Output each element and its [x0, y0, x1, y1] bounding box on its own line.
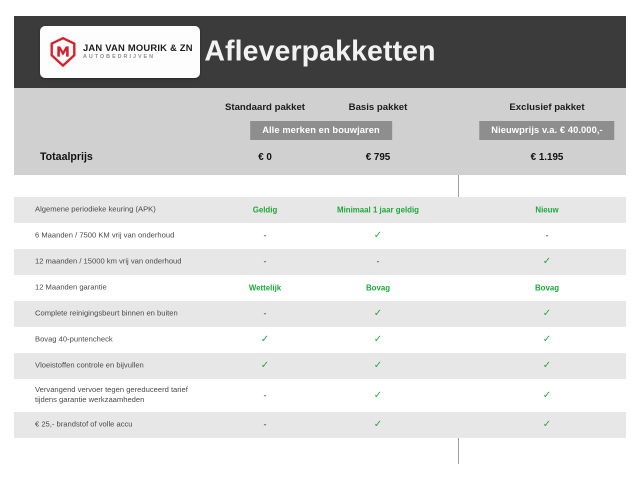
row-value-standaard: - [263, 390, 267, 400]
badge-nieuwprijs: Nieuwprijs v.a. € 40.000,- [479, 121, 615, 140]
table-footer-spacer [14, 438, 626, 468]
table-row: Bovag 40-puntencheck ✓ ✓ ✓ [14, 327, 626, 353]
row-label: Bovag 40-puntencheck [35, 334, 113, 344]
table-row: Complete reinigingsbeurt binnen en buite… [14, 301, 626, 327]
row-value-standaard: Wettelijk [248, 283, 282, 293]
company-logo[interactable]: JAN VAN MOURIK & ZN AUTOBEDRIJVEN [40, 26, 200, 78]
row-value-exclusief: - [545, 230, 549, 241]
row-label: Vervangend vervoer tegen gereduceerd tar… [35, 384, 188, 405]
package-comparison-table: Standaard pakket Basis pakket Exclusief … [14, 88, 626, 468]
total-price-exclusief: € 1.195 [530, 152, 564, 163]
row-value-exclusief: ✓ [542, 419, 552, 430]
total-price-basis: € 795 [365, 152, 391, 163]
row-label: 12 Maanden garantie [35, 282, 107, 292]
table-row: Algemene periodieke keuring (APK) Geldig… [14, 197, 626, 223]
row-value-exclusief: ✓ [542, 360, 552, 371]
row-value-standaard: ✓ [260, 360, 270, 371]
row-value-standaard: - [263, 230, 267, 241]
logo-wordmark: JAN VAN MOURIK & ZN AUTOBEDRIJVEN [83, 43, 193, 60]
row-value-standaard: Geldig [252, 205, 278, 215]
column-header-standaard: Standaard pakket [225, 102, 305, 113]
table-header-band: Standaard pakket Basis pakket Exclusief … [14, 88, 626, 175]
logo-company-name: JAN VAN MOURIK & ZN [83, 42, 193, 54]
column-header-basis: Basis pakket [348, 102, 408, 113]
row-value-basis: ✓ [373, 360, 383, 371]
table-row: € 25,- brandstof of volle accu - ✓ ✓ [14, 412, 626, 438]
header-body-spacer [14, 175, 626, 197]
row-value-basis: Bovag [365, 283, 391, 293]
table-row: Vloeistoffen controle en bijvullen ✓ ✓ ✓ [14, 353, 626, 379]
row-label: 6 Maanden / 7500 KM vrij van onderhoud [35, 230, 175, 240]
row-value-standaard: ✓ [260, 334, 270, 345]
row-value-exclusief: ✓ [542, 256, 552, 267]
badge-alle-merken: Alle merken en bouwjaren [250, 121, 392, 140]
row-value-basis: - [376, 256, 380, 267]
table-row: 12 Maanden garantie Wettelijk Bovag Bova… [14, 275, 626, 301]
row-value-basis: ✓ [373, 334, 383, 345]
row-value-basis: ✓ [373, 389, 383, 401]
row-value-exclusief: ✓ [542, 334, 552, 345]
row-label: 12 maanden / 15000 km vrij van onderhoud [35, 256, 182, 266]
row-value-exclusief: Bovag [534, 283, 560, 293]
row-value-standaard: - [263, 308, 267, 319]
table-row: Vervangend vervoer tegen gereduceerd tar… [14, 379, 626, 412]
table-row: 6 Maanden / 7500 KM vrij van onderhoud -… [14, 223, 626, 249]
shield-m-icon [50, 37, 76, 67]
logo-tagline: AUTOBEDRIJVEN [83, 54, 156, 61]
row-value-exclusief: Nieuw [535, 205, 559, 215]
total-price-row: Totaalprijs € 0 € 795 € 1.195 [14, 151, 626, 169]
table-row: 12 maanden / 15000 km vrij van onderhoud… [14, 249, 626, 275]
column-header-row: Standaard pakket Basis pakket Exclusief … [14, 102, 626, 116]
total-price-standaard: € 0 [258, 152, 272, 163]
total-price-label: Totaalprijs [40, 151, 93, 163]
page-header: JAN VAN MOURIK & ZN AUTOBEDRIJVEN Afleve… [14, 16, 626, 88]
row-label: Algemene periodieke keuring (APK) [35, 204, 156, 214]
row-label: € 25,- brandstof of volle accu [35, 419, 133, 429]
row-label: Vloeistoffen controle en bijvullen [35, 360, 144, 370]
column-header-exclusief: Exclusief pakket [509, 102, 585, 113]
row-value-standaard: - [263, 256, 267, 267]
row-value-basis: ✓ [373, 419, 383, 430]
row-value-basis: ✓ [373, 308, 383, 319]
row-value-basis: Minimaal 1 jaar geldig [336, 205, 420, 215]
row-value-standaard: - [263, 419, 267, 430]
row-value-exclusief: ✓ [542, 308, 552, 319]
row-value-basis: ✓ [373, 230, 383, 241]
row-value-exclusief: ✓ [542, 389, 552, 401]
row-label: Complete reinigingsbeurt binnen en buite… [35, 308, 178, 318]
